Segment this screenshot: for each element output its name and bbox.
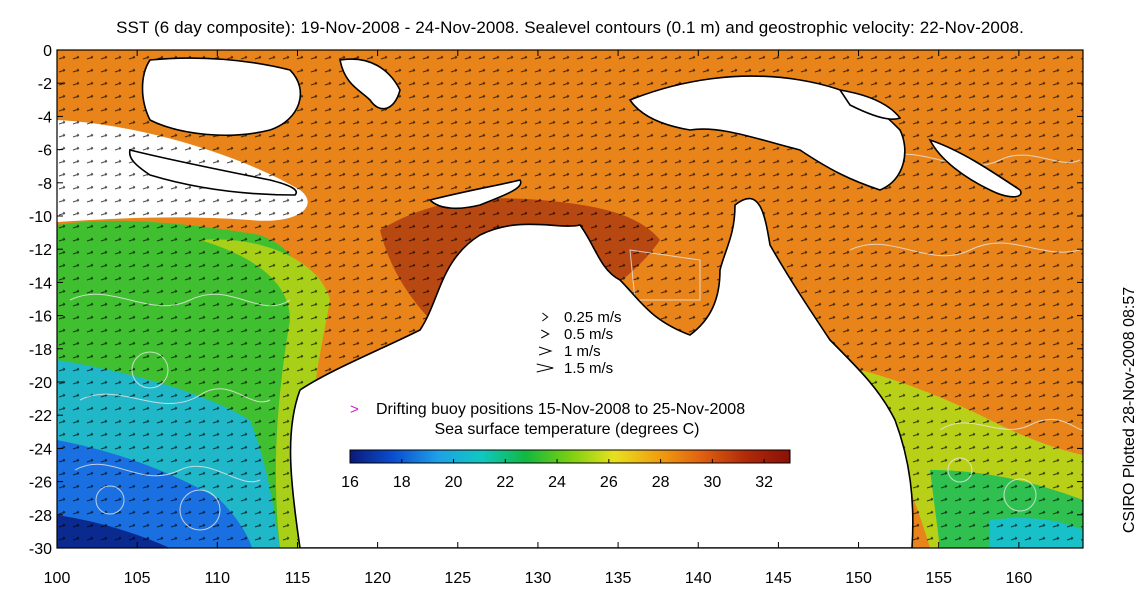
velocity-legend-arrow: [542, 312, 549, 322]
y-tick-label: -2: [38, 76, 52, 93]
x-tick-label: 110: [205, 570, 231, 587]
buoy-legend-symbol: >: [350, 401, 359, 418]
x-tick-label: 145: [765, 570, 792, 587]
x-tick-label: 120: [364, 570, 391, 587]
y-tick-label: -8: [38, 176, 52, 193]
colorbar-tick-label: 32: [755, 474, 773, 491]
velocity-legend-arrow: [541, 329, 550, 339]
colorbar-tick-label: 16: [341, 474, 359, 491]
y-tick-label: 0: [43, 43, 52, 60]
y-tick-label: -24: [29, 441, 52, 458]
buoy-legend-label: Drifting buoy positions 15-Nov-2008 to 2…: [376, 401, 745, 418]
x-tick-label: 155: [925, 570, 952, 587]
colorbar-tick-label: 26: [600, 474, 618, 491]
y-tick-label: -16: [29, 309, 52, 326]
x-tick-label: 160: [1006, 570, 1033, 587]
colorbar-tick-label: 24: [548, 474, 566, 491]
y-tick-label: -4: [38, 109, 52, 126]
velocity-legend-label: 0.25 m/s: [564, 309, 622, 326]
y-tick-label: -28: [29, 508, 52, 525]
colorbar-ticks: 16 18 20 22 24 26 28 30 32: [341, 459, 773, 491]
y-tick-label: -22: [29, 408, 52, 425]
sst-colorbar: Sea surface temperature (degrees C) 16 18…: [341, 421, 791, 491]
y-tick-label: -6: [38, 143, 52, 160]
x-tick-label: 100: [44, 570, 71, 587]
velocity-legend-label: 0.5 m/s: [564, 326, 613, 343]
plot-credit: CSIRO Plotted 28-Nov-2008 08:57: [1121, 286, 1138, 534]
velocity-legend-arrow: [536, 363, 554, 373]
x-tick-label: 105: [124, 570, 151, 587]
map-frame: [56, 49, 1084, 549]
y-tick-label: -12: [29, 242, 52, 259]
new-guinea: [628, 75, 906, 191]
map-field: [57, 50, 1083, 548]
solomon-islands: [928, 138, 1022, 198]
colorbar-tick-label: 30: [703, 474, 721, 491]
x-tick-label: 125: [444, 570, 471, 587]
colorbar-gradient: [349, 449, 791, 464]
velocity-legend-label: 1 m/s: [564, 343, 601, 360]
x-tick-label: 150: [845, 570, 872, 587]
timor: [428, 179, 522, 210]
colorbar-title: Sea surface temperature (degrees C): [434, 421, 699, 438]
y-tick-label: -20: [29, 375, 52, 392]
map-title: SST (6 day composite): 19-Nov-2008 - 24-…: [116, 18, 1024, 37]
buoy-legend: > Drifting buoy positions 15-Nov-2008 to…: [350, 401, 745, 418]
velocity-legend-label: 1.5 m/s: [564, 360, 613, 377]
sealevel-contours: [69, 153, 1083, 531]
colorbar-tick-label: 28: [652, 474, 670, 491]
colorbar-tick-label: 18: [393, 474, 411, 491]
y-tick-label: -10: [29, 209, 52, 226]
colorbar-tick-label: 22: [496, 474, 514, 491]
velocity-legend-arrow: [538, 346, 553, 356]
x-tick-label: 115: [285, 570, 311, 587]
colorbar-tick-label: 20: [445, 474, 463, 491]
borneo: [141, 57, 302, 136]
x-tick-label: 140: [685, 570, 712, 587]
velocity-legend: 0.25 m/s0.5 m/s1 m/s1.5 m/s: [536, 309, 622, 377]
y-tick-label: -18: [29, 342, 52, 359]
x-tick-label: 135: [605, 570, 632, 587]
bougainville: [838, 88, 902, 120]
x-axis: 100 105 110 115 120 125 130 135 140 145 150 155 160: [44, 50, 1033, 587]
y-axis: 0 -2 -4 -6 -8 -10 -12 -14 -16 -18 -20 -22 -24 -26 -28 -…: [29, 43, 1083, 558]
java: [128, 149, 297, 196]
sulawesi: [339, 58, 401, 110]
x-tick-label: 130: [525, 570, 552, 587]
y-tick-label: -26: [29, 475, 52, 492]
y-tick-label: -30: [29, 541, 52, 558]
y-tick-label: -14: [29, 275, 52, 292]
